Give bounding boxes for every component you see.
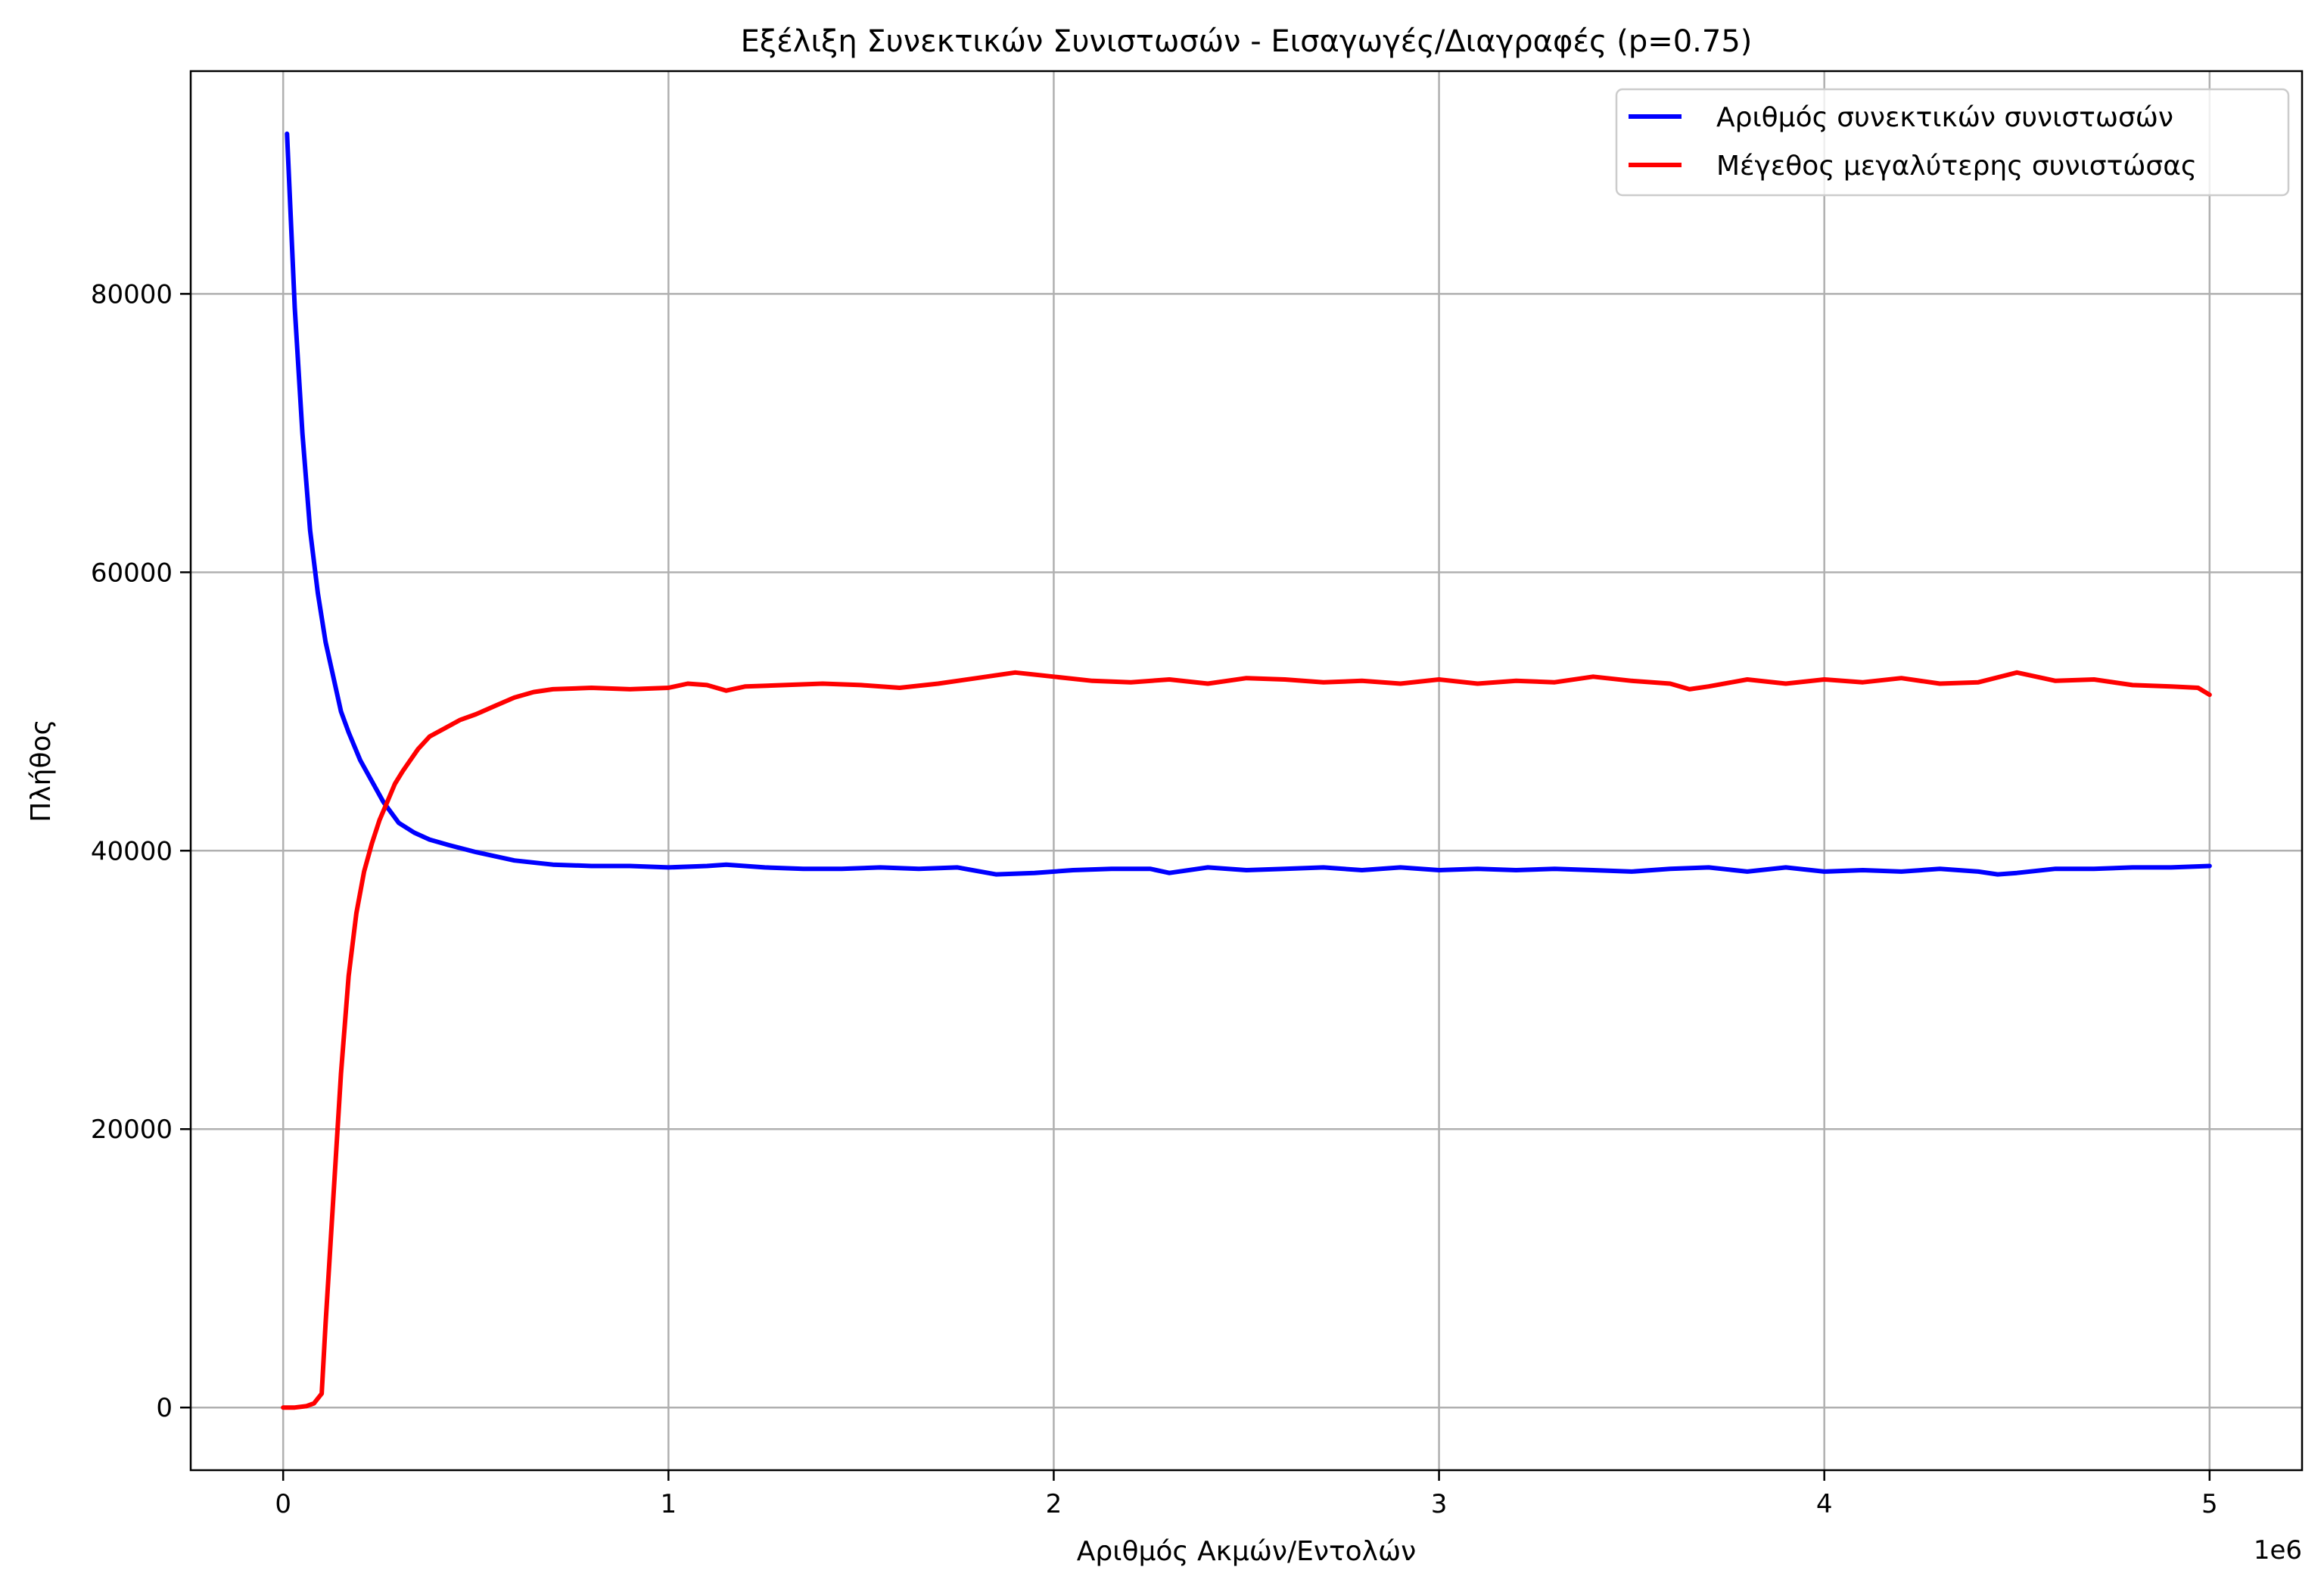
chart-title: Εξέλιξη Συνεκτικών Συνιστωσών - Εισαγωγέ…: [741, 24, 1753, 59]
y-axis-label: Πλήθος: [26, 719, 57, 822]
legend: Αριθμός συνεκτικών συνιστωσών Μέγεθος με…: [1615, 88, 2290, 197]
x-axis-offset-label: 1e6: [2254, 1535, 2302, 1566]
x-tick-label: 4: [1816, 1489, 1833, 1519]
y-tick-label: 40000: [91, 836, 173, 866]
y-tick-label: 60000: [91, 558, 173, 588]
x-tick-label: 5: [2201, 1489, 2218, 1519]
series-layer: [281, 131, 2212, 1410]
y-tick-label: 0: [156, 1393, 173, 1423]
series-line-components-count: [285, 131, 2212, 877]
y-tick-label: 20000: [91, 1115, 173, 1145]
legend-label-largest: Μέγεθος μεγαλύτερης συνιστώσας: [1716, 151, 2197, 182]
x-tick-label: 1: [660, 1489, 677, 1519]
legend-label-components: Αριθμός συνεκτικών συνιστωσών: [1716, 102, 2173, 133]
x-tick-label: 2: [1046, 1489, 1062, 1519]
x-tick-label: 3: [1431, 1489, 1448, 1519]
legend-box: [1615, 88, 2290, 197]
axis-ticks: 0 1 2 3 4 5 0 20000 40000 60000 80000: [91, 279, 2218, 1519]
grid: [191, 71, 2302, 1470]
y-tick-label: 80000: [91, 279, 173, 309]
plot-frame: [189, 70, 2304, 1472]
series-line-largest-component: [281, 670, 2212, 1410]
x-axis-label: Αριθμός Ακμών/Εντολών: [1077, 1536, 1416, 1567]
x-tick-label: 0: [275, 1489, 291, 1519]
